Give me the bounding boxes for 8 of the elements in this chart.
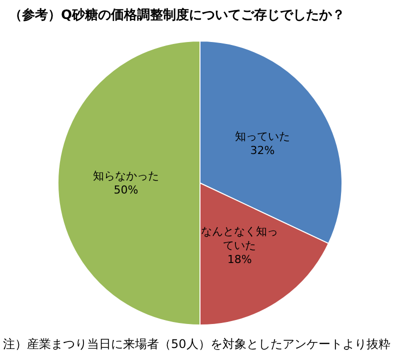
slice-label: 知っていた xyxy=(234,130,290,143)
data-label: 50% xyxy=(114,184,138,196)
text: 注）産業まつり当日に来場者（50人）を対象としたアンケートより抜粋 xyxy=(3,337,390,351)
data-label: 32% xyxy=(250,144,275,157)
slice-label: 知らなかった xyxy=(93,170,159,182)
chart-title: （参考）Q砂糖の価格調整制度についてご存じでしたか？ xyxy=(9,7,346,23)
data-label: 18% xyxy=(227,252,252,266)
slice-label: なんとなく知っていた xyxy=(201,224,278,252)
